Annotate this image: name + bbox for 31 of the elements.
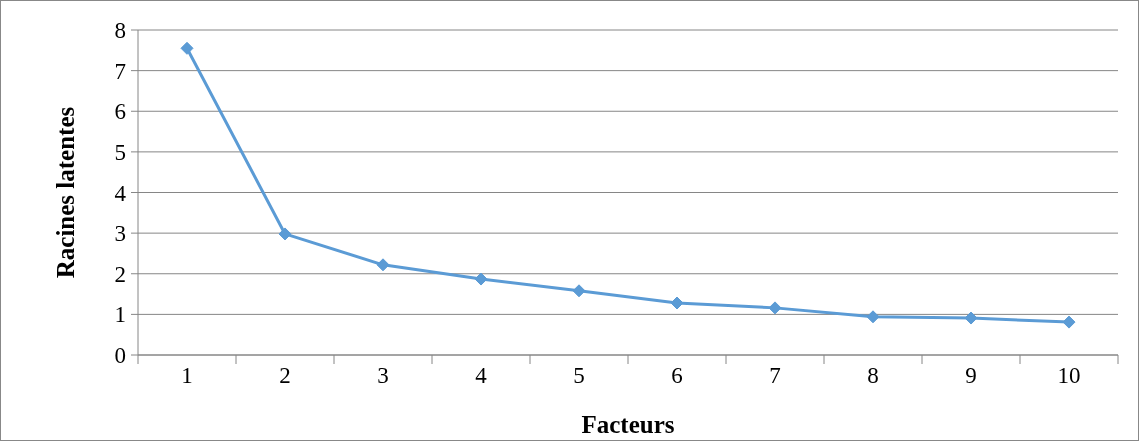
point bbox=[278, 227, 292, 241]
point bbox=[180, 41, 194, 55]
x-tick-label: 9 bbox=[965, 363, 977, 388]
x-tick-label: 6 bbox=[671, 363, 683, 388]
y-tick-label: 5 bbox=[114, 139, 126, 165]
x-tick-label: 8 bbox=[867, 363, 879, 388]
y-tick-label: 8 bbox=[114, 18, 126, 44]
x-tick-label: 5 bbox=[573, 363, 585, 388]
point bbox=[474, 272, 488, 286]
x-tick-label: 2 bbox=[279, 363, 291, 388]
x-tick-label: 4 bbox=[475, 363, 488, 388]
x-axis-title: Facteurs bbox=[581, 411, 675, 438]
x-tick-label: 7 bbox=[769, 363, 781, 388]
point bbox=[376, 258, 390, 272]
point bbox=[670, 296, 684, 310]
y-axis-title: Racines latentes bbox=[52, 106, 79, 279]
y-tick-label: 2 bbox=[114, 261, 126, 287]
point bbox=[1062, 315, 1076, 329]
point bbox=[866, 310, 880, 324]
x-tick-label: 1 bbox=[181, 363, 193, 388]
y-tick-label: 3 bbox=[114, 221, 126, 247]
point bbox=[572, 284, 586, 298]
y-tick-label: 1 bbox=[114, 302, 126, 328]
x-tick-label: 10 bbox=[1057, 363, 1081, 388]
y-tick-label: 4 bbox=[114, 180, 127, 206]
y-tick-label: 7 bbox=[114, 58, 126, 84]
y-tick-label: 6 bbox=[114, 99, 126, 125]
point bbox=[768, 301, 782, 315]
point bbox=[964, 311, 978, 325]
x-tick-label: 3 bbox=[377, 363, 389, 388]
y-tick-label: 0 bbox=[114, 343, 126, 369]
